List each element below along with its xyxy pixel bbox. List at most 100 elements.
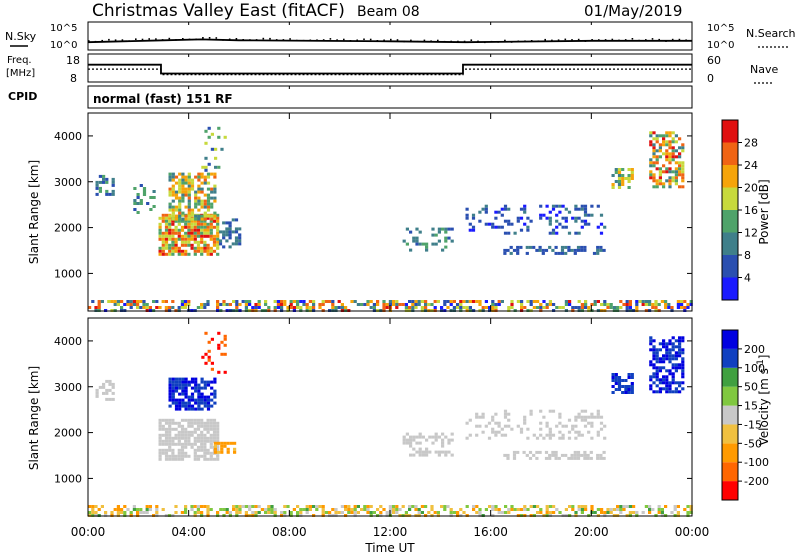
- data-cell: [296, 303, 300, 306]
- data-cell: [412, 239, 416, 243]
- data-cell: [662, 357, 666, 361]
- data-cell: [184, 306, 188, 309]
- data-cell: [196, 454, 201, 458]
- data-cell: [203, 398, 207, 402]
- data-cell: [402, 435, 406, 439]
- data-cell: [180, 252, 185, 256]
- data-cell: [200, 380, 204, 384]
- data-cell: [190, 219, 194, 223]
- data-cell: [142, 306, 146, 309]
- data-cell: [545, 303, 549, 306]
- data-cell: [649, 384, 653, 388]
- data-cell: [164, 246, 169, 250]
- data-cell: [197, 172, 201, 176]
- data-cell: [641, 300, 645, 303]
- data-cell: [635, 511, 639, 514]
- data-cell: [580, 409, 584, 413]
- data-cell: [184, 205, 188, 209]
- data-cell: [126, 300, 130, 303]
- data-cell: [209, 237, 213, 241]
- data-cell: [497, 300, 501, 303]
- nsky-point: [678, 38, 681, 41]
- nsky-point: [101, 39, 103, 42]
- data-cell: [177, 454, 181, 458]
- data-cell: [194, 383, 198, 387]
- data-cell: [108, 397, 112, 401]
- data-cell: [668, 131, 672, 135]
- data-cell: [178, 211, 182, 215]
- data-cell: [105, 177, 109, 181]
- data-cell: [484, 210, 488, 214]
- data-cell: [619, 508, 623, 511]
- data-cell: [409, 444, 413, 448]
- data-cell: [276, 303, 280, 306]
- data-cell: [105, 391, 109, 395]
- data-cell: [571, 508, 575, 511]
- freq-series: [88, 63, 692, 75]
- data-cell: [674, 179, 678, 183]
- data-cell: [177, 442, 181, 446]
- data-cell: [655, 354, 659, 358]
- data-cell: [564, 251, 568, 255]
- data-cell: [611, 174, 615, 177]
- data-cell: [516, 251, 520, 255]
- data-cell: [671, 149, 675, 153]
- data-cell: [203, 240, 207, 244]
- data-cell: [418, 447, 422, 451]
- data-cell: [218, 242, 223, 246]
- nsky-point: [356, 39, 358, 42]
- data-cell: [674, 134, 678, 138]
- data-cell: [366, 508, 370, 511]
- data-cell: [184, 178, 188, 182]
- data-cell: [187, 184, 191, 188]
- data-cell: [590, 436, 594, 440]
- data-cell: [181, 181, 185, 185]
- data-cell: [318, 505, 322, 508]
- data-cell: [177, 237, 181, 241]
- data-cell: [209, 252, 213, 256]
- data-cell: [168, 216, 172, 220]
- data-cell: [668, 176, 672, 180]
- data-cell: [238, 233, 242, 237]
- data-cell: [676, 303, 680, 306]
- data-cell: [184, 181, 188, 185]
- data-cell: [462, 306, 466, 309]
- data-cell: [681, 351, 685, 355]
- data-cell: [671, 146, 675, 150]
- freq-tick-bottom: 8: [70, 72, 77, 85]
- data-cell: [177, 433, 181, 437]
- data-cell: [88, 505, 92, 508]
- data-cell: [491, 225, 495, 229]
- data-cell: [190, 243, 194, 247]
- data-cell: [296, 511, 300, 514]
- data-cell: [158, 222, 162, 226]
- data-cell: [665, 149, 669, 153]
- data-cell: [340, 306, 344, 309]
- data-cell: [210, 196, 214, 200]
- data-cell: [174, 407, 179, 411]
- data-cell: [662, 387, 666, 391]
- data-cell: [296, 505, 300, 508]
- data-cell: [312, 306, 316, 309]
- nsky-point: [430, 40, 432, 42]
- data-cell: [625, 300, 629, 303]
- data-cell: [385, 306, 389, 309]
- data-cell: [197, 184, 201, 188]
- data-cell: [222, 233, 226, 237]
- data-cell: [206, 448, 210, 452]
- data-cell: [574, 418, 578, 422]
- data-cell: [599, 427, 604, 431]
- data-cell: [526, 427, 530, 431]
- data-cell: [180, 511, 184, 514]
- data-cell: [187, 430, 191, 434]
- data-cell: [213, 392, 217, 396]
- data-cell: [681, 387, 685, 391]
- data-cell: [187, 187, 191, 191]
- data-cell: [210, 367, 214, 371]
- data-cell: [283, 511, 287, 514]
- data-cell: [210, 217, 214, 221]
- data-cell: [431, 233, 435, 237]
- data-cell: [206, 457, 210, 461]
- data-cell: [209, 225, 213, 229]
- data-cell: [136, 511, 140, 514]
